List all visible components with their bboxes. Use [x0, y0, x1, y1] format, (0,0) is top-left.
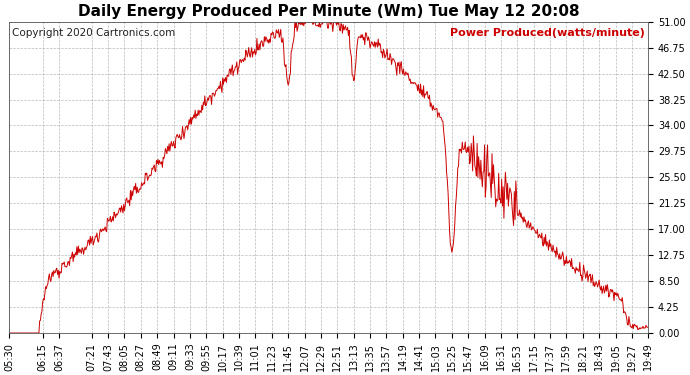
Text: Power Produced(watts/minute): Power Produced(watts/minute): [450, 28, 645, 38]
Title: Daily Energy Produced Per Minute (Wm) Tue May 12 20:08: Daily Energy Produced Per Minute (Wm) Tu…: [78, 4, 580, 19]
Text: Copyright 2020 Cartronics.com: Copyright 2020 Cartronics.com: [12, 28, 176, 38]
